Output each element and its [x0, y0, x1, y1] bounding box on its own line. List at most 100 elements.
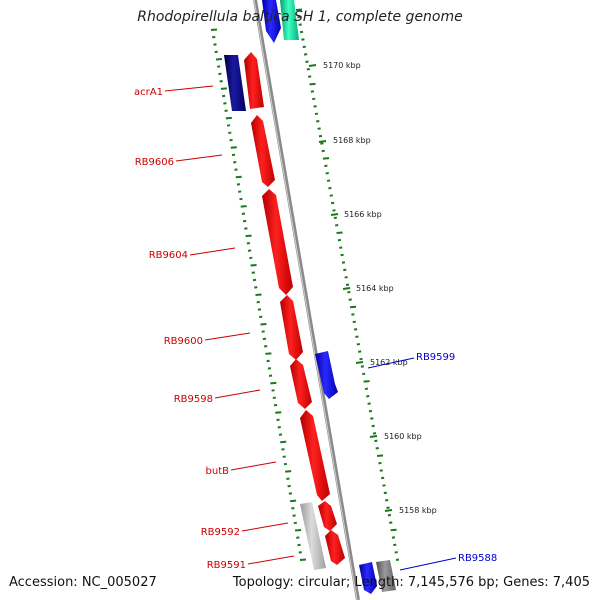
- accession-text: Accession: NC_005027: [9, 575, 157, 590]
- ring-tick: [212, 35, 216, 39]
- gene-block-RB9592-grey: [300, 502, 326, 570]
- ring-tick: [244, 227, 248, 230]
- ring-tick: [245, 234, 252, 238]
- ring-tick: [236, 183, 241, 186]
- leader-butB: [230, 461, 277, 471]
- ring-tick: [326, 179, 331, 182]
- ring-tick: [353, 328, 358, 331]
- gene-block-top-teal: [280, 0, 299, 40]
- ring-tick: [345, 283, 350, 286]
- gene-block-RB9592: [318, 501, 337, 531]
- ring-tick: [385, 499, 389, 502]
- ring-tick: [268, 374, 273, 377]
- leader-RB9588: [399, 557, 457, 571]
- ring-tick: [260, 322, 267, 326]
- ring-tick: [391, 536, 396, 539]
- ring-tick: [257, 308, 262, 311]
- major-ticks: [308, 64, 393, 512]
- gene-label-RB9606[interactable]: RB9606: [135, 157, 174, 168]
- ring-tick: [228, 131, 232, 135]
- ring-tick: [261, 330, 265, 333]
- ring-tick: [292, 514, 296, 517]
- ring-tick: [276, 418, 280, 422]
- ring-tick: [332, 209, 336, 212]
- forward-gene-blocks: [315, 351, 396, 594]
- ring-tick: [363, 380, 370, 383]
- gene-label-RB9591[interactable]: RB9591: [207, 560, 246, 571]
- gene-label-RB9599[interactable]: RB9599: [416, 352, 455, 363]
- ring-tick: [298, 23, 302, 26]
- ring-tick: [356, 342, 360, 346]
- ring-tick: [383, 491, 388, 495]
- ring-tick: [325, 172, 329, 175]
- ring-tick: [275, 411, 282, 414]
- gene-block-RB9600: [280, 295, 303, 360]
- genome-backbone: [253, 0, 360, 600]
- gene-label-RB9600[interactable]: RB9600: [164, 336, 203, 347]
- leader-RB9604: [189, 247, 236, 256]
- ring-tick: [314, 112, 319, 116]
- tick-label-5158: 5158 kbp: [399, 506, 437, 515]
- map-title: Rhodopirellula baltica SH 1, complete ge…: [137, 9, 463, 25]
- ring-tick: [379, 469, 383, 472]
- ring-tick: [239, 197, 243, 201]
- ring-tick: [305, 60, 309, 64]
- ring-tick: [277, 426, 281, 429]
- ring-tick: [336, 231, 343, 234]
- ring-tick: [355, 335, 359, 339]
- ring-tick: [394, 551, 398, 554]
- ring-tick: [299, 30, 304, 34]
- ring-tick: [250, 264, 257, 267]
- ring-tick: [235, 175, 242, 179]
- ring-tick: [364, 387, 369, 391]
- ring-tick: [340, 253, 344, 257]
- ring-tick: [238, 190, 242, 193]
- ring-tick: [230, 146, 237, 149]
- ring-tick: [226, 124, 231, 127]
- ring-tick: [370, 417, 374, 420]
- gene-label-RB9604[interactable]: RB9604: [149, 250, 188, 261]
- ring-tick: [251, 271, 255, 274]
- ring-tick: [271, 389, 275, 392]
- ring-tick: [234, 168, 238, 171]
- gene-label-RB9592[interactable]: RB9592: [201, 527, 240, 538]
- ring-tick: [254, 286, 258, 289]
- ring-tick: [302, 45, 306, 49]
- ring-tick: [330, 201, 335, 205]
- ring-tick: [213, 43, 217, 46]
- ring-tick: [390, 528, 397, 532]
- ring-tick: [290, 499, 297, 503]
- leader-RB9598: [214, 389, 261, 399]
- ring-tick: [349, 305, 357, 309]
- ring-tick: [287, 484, 291, 488]
- ring-tick: [293, 521, 297, 525]
- ring-tick: [374, 439, 378, 443]
- ring-tick: [376, 454, 384, 457]
- ring-tick: [337, 238, 342, 242]
- leader-acrA1: [164, 85, 214, 92]
- ring-tick: [247, 249, 252, 252]
- tick-label-5170: 5170 kbp: [323, 61, 361, 70]
- gene-label-RB9598[interactable]: RB9598: [174, 394, 213, 405]
- gene-label-acrA1[interactable]: acrA1: [134, 87, 163, 98]
- ring-tick: [294, 529, 302, 532]
- ring-tick: [339, 246, 343, 249]
- ring-tick: [262, 337, 267, 341]
- ring-tick: [295, 8, 303, 11]
- ring-tick: [219, 80, 223, 83]
- ring-tick: [382, 484, 386, 487]
- ring-tick: [378, 461, 382, 465]
- ring-tick: [241, 212, 246, 216]
- gene-label-RB9588[interactable]: RB9588: [458, 553, 497, 564]
- ring-tick: [249, 256, 253, 260]
- ring-tick: [333, 216, 338, 220]
- leader-RB9606: [175, 154, 223, 162]
- ring-tick: [317, 127, 321, 130]
- ring-tick: [273, 403, 278, 407]
- ring-tick: [270, 381, 277, 385]
- ring-tick: [240, 205, 247, 208]
- gene-block-acrA1-dark: [224, 55, 246, 111]
- ring-tick: [344, 276, 348, 279]
- gene-label-butB[interactable]: butB: [206, 466, 230, 477]
- ring-tick: [215, 57, 223, 61]
